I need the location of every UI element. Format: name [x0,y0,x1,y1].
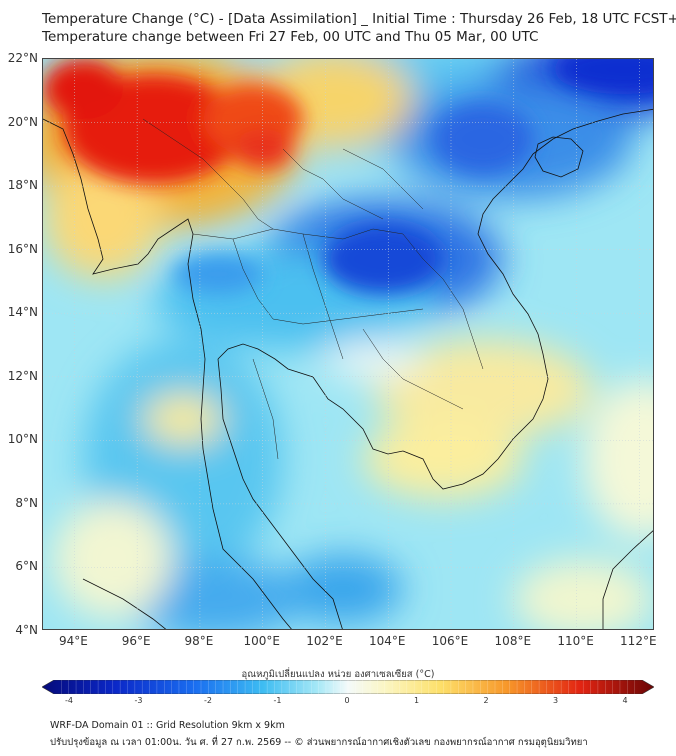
colorbar-tick: 1 [413,696,420,705]
footer-line1: WRF-DA Domain 01 :: Grid Resolution 9km … [50,720,285,731]
lat-label: 8°N [15,495,38,510]
lat-label: 16°N [7,241,38,256]
lon-label: 110°E [557,634,594,648]
lon-label: 96°E [121,634,151,648]
colorbar-tick: -3 [134,696,143,705]
lat-label: 18°N [7,178,38,193]
lon-label: 108°E [494,634,532,648]
colorbar-tick: -2 [204,696,212,705]
lat-label: 20°N [7,114,38,129]
colorbar-tick: 0 [344,696,350,705]
chart-title-line2: Temperature change between Fri 27 Feb, 0… [42,29,539,45]
colorbar-tick: -1 [273,696,282,705]
colorbar-title: อุณหภูมิเปลี่ยนแปลง หน่วย องศาเซลเซียส (… [241,669,435,680]
colorbar [42,680,654,694]
temperature-change-map [43,59,653,629]
colorbar-tick: 4 [622,696,628,705]
lon-label: 112°E [620,634,657,648]
lat-label: 14°N [7,305,38,320]
map-panel[interactable] [42,58,654,630]
footer-line2: ปรับปรุงข้อมูล ณ เวลา 01:00น. วัน ศ. ที่… [50,737,588,748]
colorbar-tick: 2 [483,696,489,705]
lon-label: 104°E [368,634,406,648]
field-core-layer [43,59,653,294]
coastlines [43,108,653,629]
chart-title-line1: Temperature Change (°C) - [Data Assimila… [42,11,676,27]
lon-label: 102°E [306,634,343,648]
lat-label: 22°N [7,51,38,65]
lat-label: 6°N [15,559,38,574]
lon-label: 94°E [58,634,88,648]
lat-label: 10°N [7,432,38,447]
colorbar-tick: 3 [552,696,559,705]
lon-label: 98°E [184,634,214,648]
admin-borders [142,118,484,460]
lon-label: 106°E [431,634,469,648]
lat-label: 12°N [7,368,38,383]
graticule [43,59,653,629]
lat-label: 4°N [15,623,38,637]
lon-label: 100°E [243,634,280,648]
colorbar-tick: -4 [65,696,73,705]
